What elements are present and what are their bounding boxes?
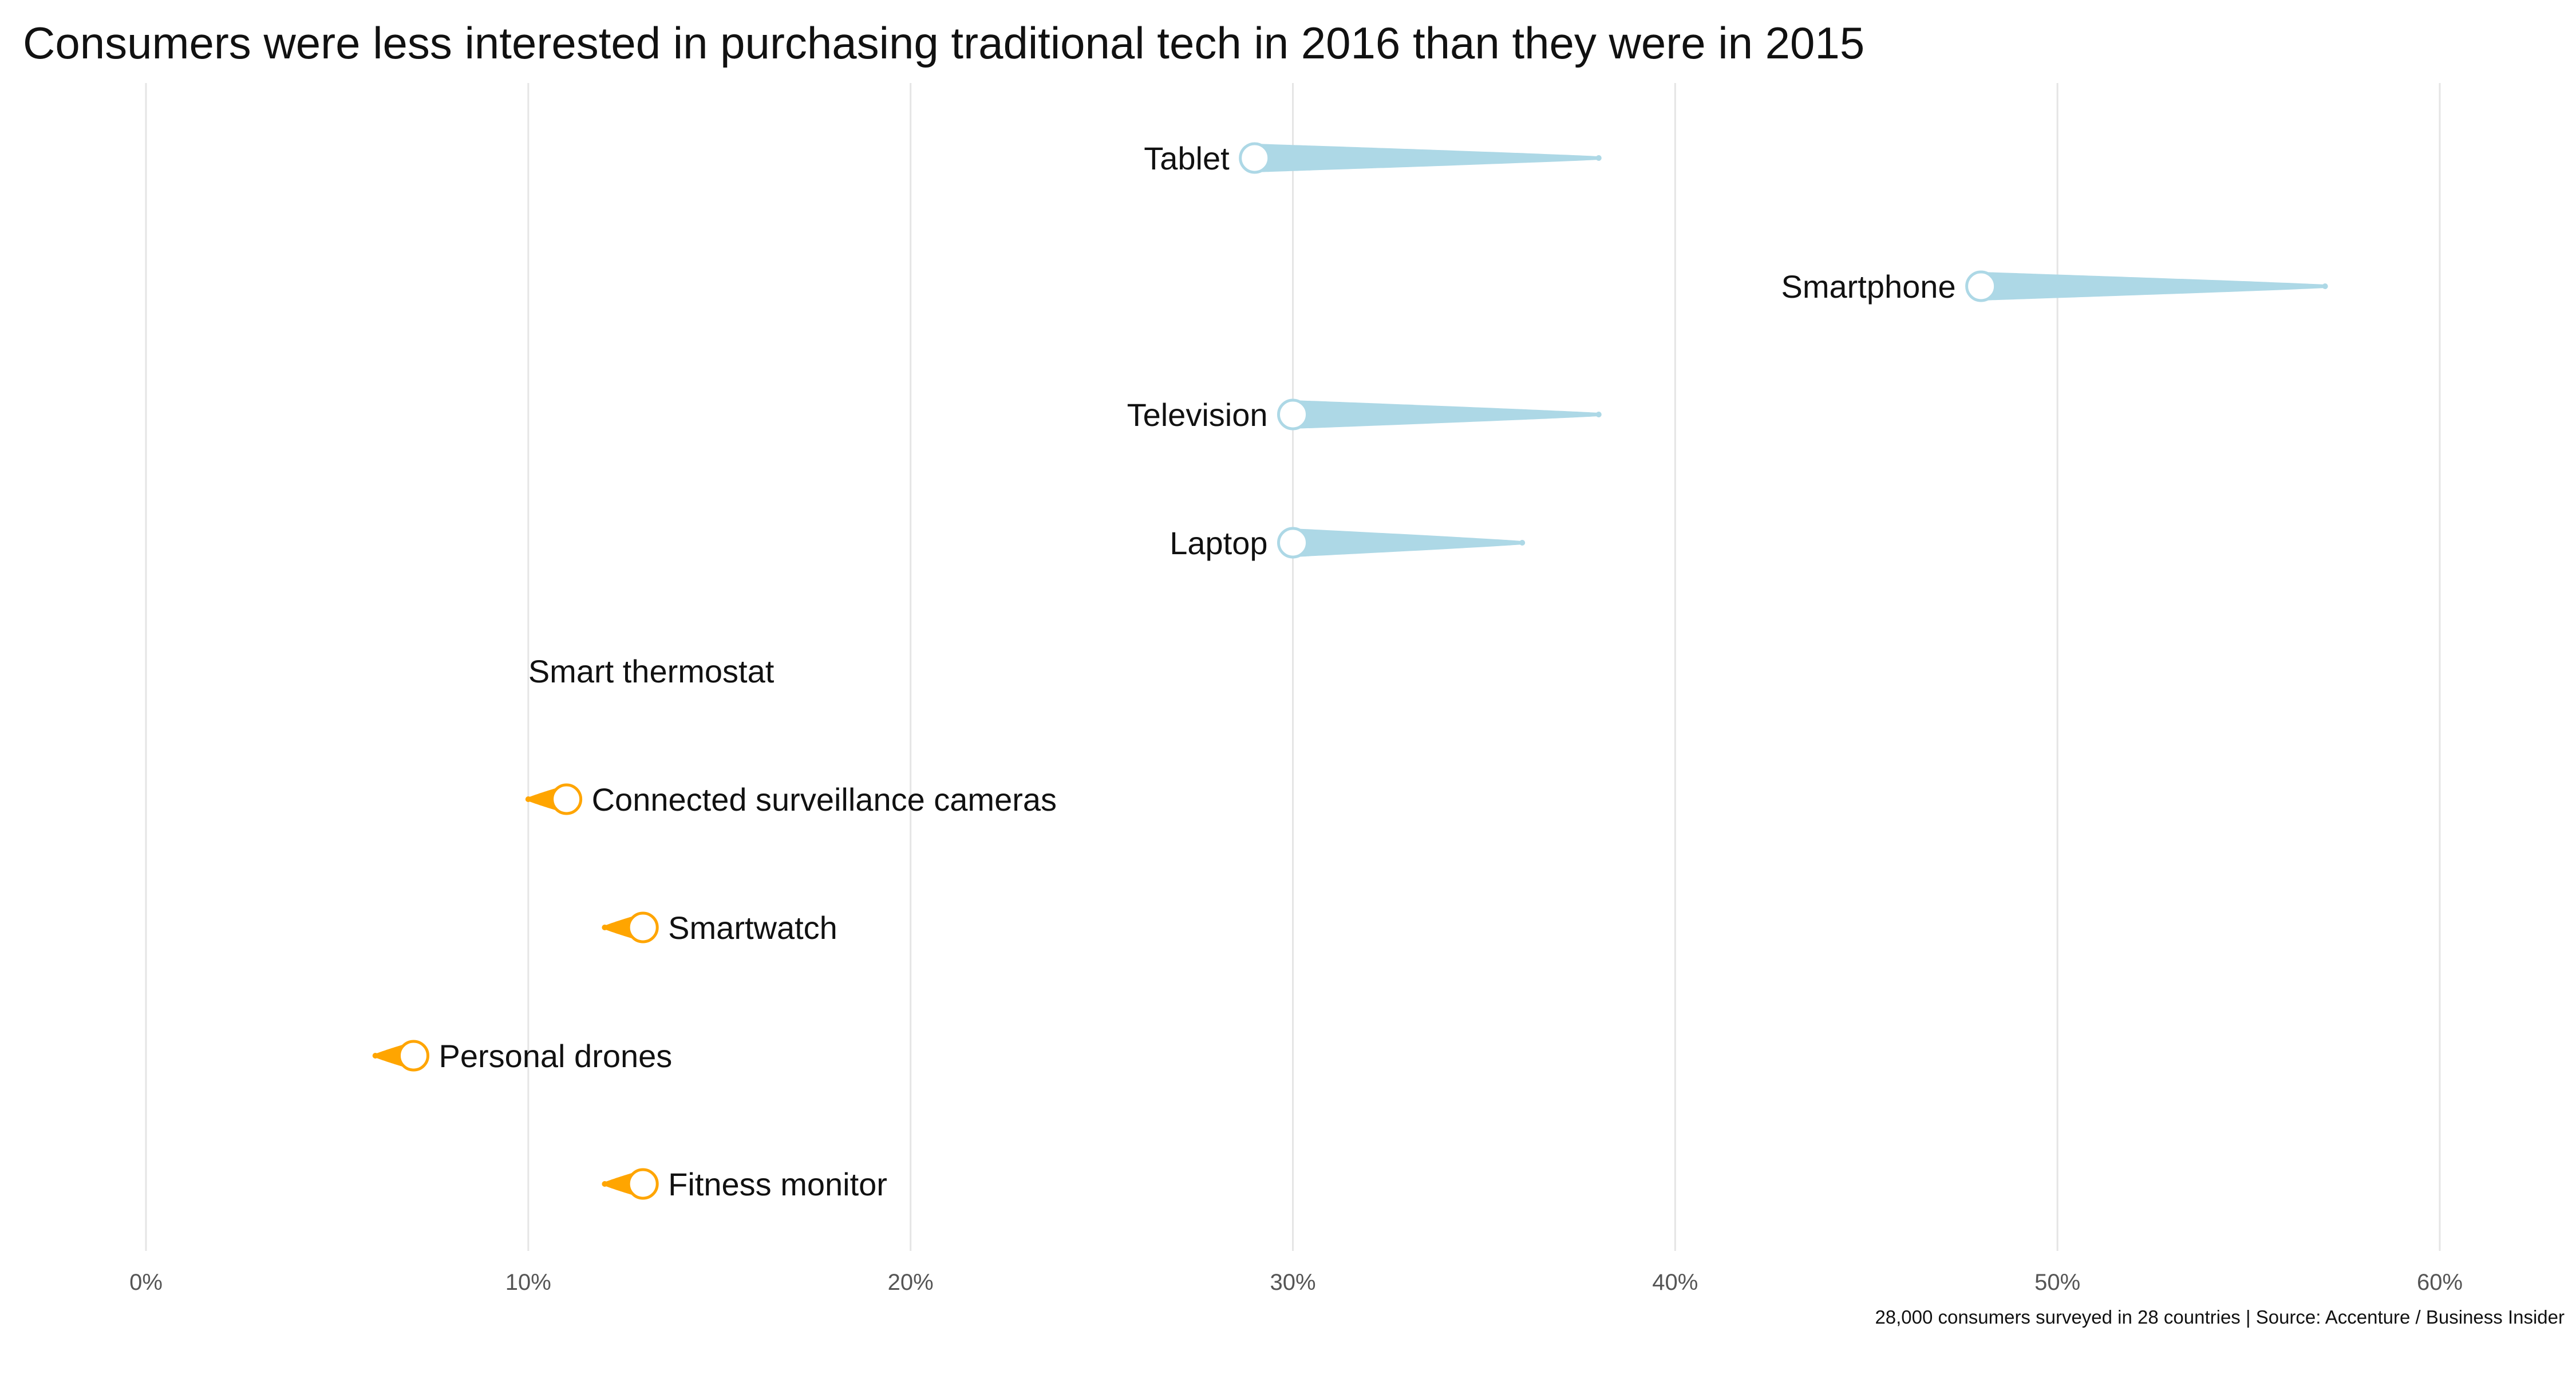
x-tick-label: 60% [2417,1270,2463,1295]
tail-cap [1595,155,1602,161]
change-shape [1293,528,1523,557]
value-2016-dot [551,783,583,815]
x-tick-label: 30% [1270,1270,1315,1295]
value-2016-dot [1277,398,1309,431]
value-2016-dot [627,911,659,943]
chart-title: Consumers were less interested in purcha… [23,18,1865,68]
tail-cap [525,796,531,802]
x-tick-label: 40% [1652,1270,1698,1295]
change-shape [1293,400,1599,429]
grid-lines [145,83,2441,1251]
x-tick-label: 50% [2034,1270,2080,1295]
data-marks [372,142,2328,1200]
tail-cap [602,1181,608,1187]
value-2016-dot [1277,527,1309,559]
x-axis-tick-labels: 0% 10% 20% 30% 40% 50% 60% [129,1270,2463,1295]
change-shape [1981,272,2325,301]
category-label: Smart thermostat [528,653,775,689]
tail-cap [602,925,608,930]
x-tick-label: 10% [505,1270,551,1295]
category-label: Smartphone [1781,269,1956,305]
tail-cap [2322,283,2328,289]
value-2016-dot [1239,142,1271,174]
category-label: Television [1127,397,1268,433]
category-label: Tablet [1144,140,1230,176]
category-label: Smartwatch [668,910,837,946]
value-2016-dot [1965,270,1997,302]
category-label: Fitness monitor [668,1166,887,1202]
tail-cap [372,1053,378,1059]
x-tick-label: 20% [888,1270,934,1295]
category-label: Laptop [1170,525,1267,561]
value-2016-dot [397,1040,429,1072]
chart-caption: 28,000 consumers surveyed in 28 countrie… [1875,1306,2565,1328]
tail-cap [1519,540,1526,546]
tail-cap [1595,412,1602,417]
x-tick-label: 0% [129,1270,163,1295]
category-label: Connected surveillance cameras [592,781,1057,818]
category-labels: Tablet Smartphone Television Laptop Smart th… [438,140,1955,1202]
category-label: Personal drones [438,1038,672,1074]
change-shape [1254,144,1599,172]
value-2016-dot [627,1168,659,1200]
